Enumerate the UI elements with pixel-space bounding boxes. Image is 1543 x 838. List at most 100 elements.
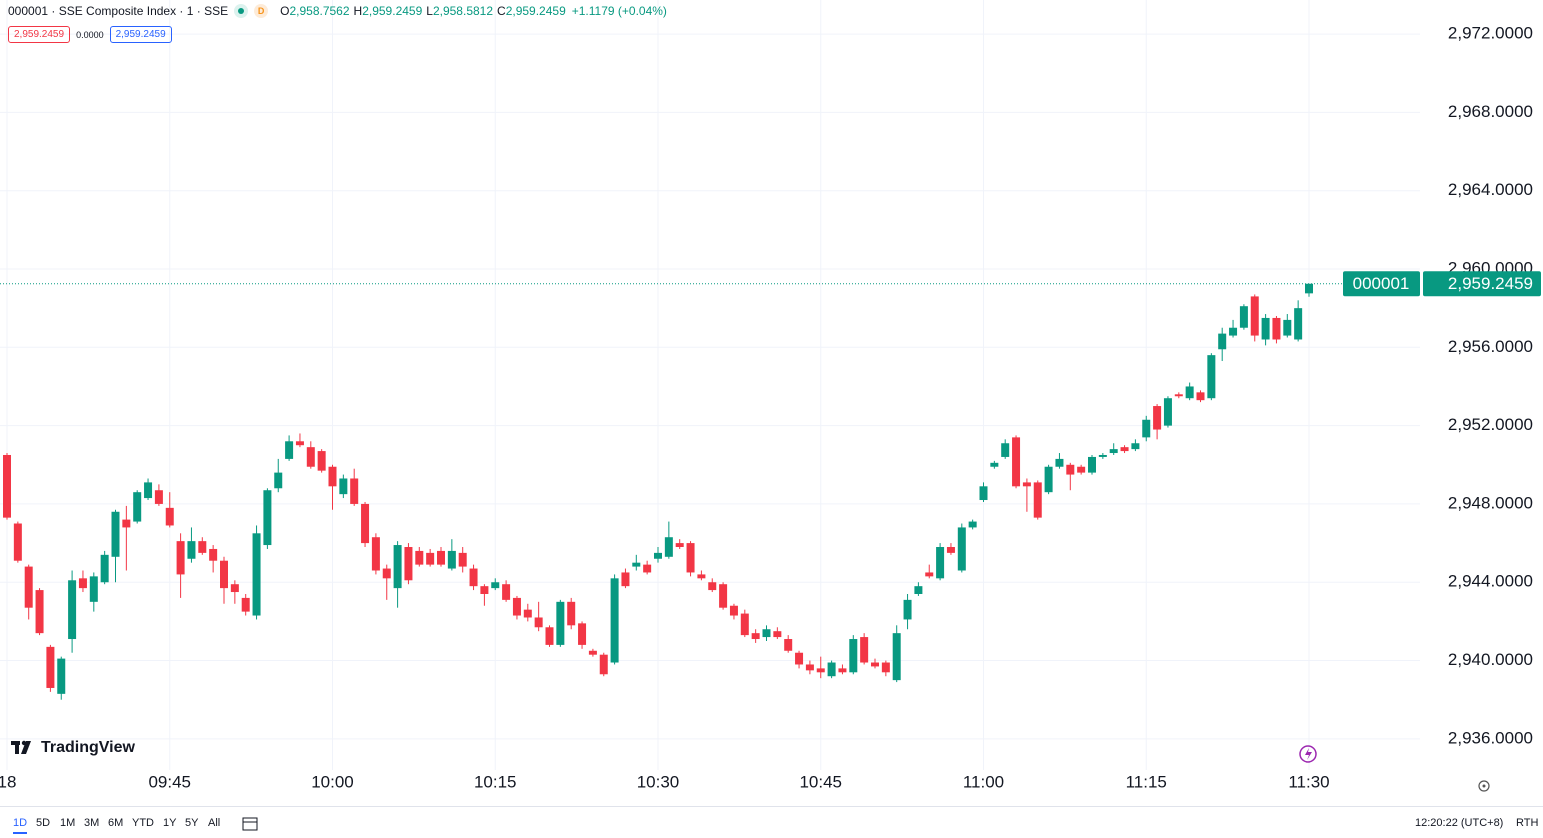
candle-body	[849, 639, 858, 673]
candle-body	[230, 584, 239, 593]
candle-body	[437, 550, 445, 565]
candle-body	[751, 633, 760, 640]
candle-body	[1305, 283, 1313, 294]
candle-body	[610, 578, 619, 663]
candle-body	[1120, 447, 1129, 452]
candle-body	[1207, 355, 1216, 399]
range-button[interactable]: 5D	[36, 817, 51, 829]
candle-body	[469, 568, 478, 587]
ohlc-item: O2,958.7562	[280, 4, 349, 18]
x-tick-label: 09:45	[148, 772, 191, 791]
candle-body	[1022, 482, 1031, 487]
candle-body	[1196, 392, 1205, 401]
candle-body	[795, 652, 804, 665]
candle-body	[1239, 306, 1248, 328]
range-button[interactable]: 1Y	[163, 817, 177, 829]
y-tick-label: 2,964.0000	[1448, 180, 1533, 199]
y-tick-label: 2,940.0000	[1448, 650, 1533, 669]
candle-body	[1185, 386, 1194, 399]
ohlc-label: H	[353, 4, 363, 18]
candle-body	[263, 490, 272, 546]
logo: TradingView	[11, 739, 136, 756]
y-tick-label: 2,972.0000	[1448, 24, 1533, 43]
settings-icon[interactable]	[1478, 780, 1490, 792]
range-button[interactable]: YTD	[132, 817, 154, 829]
candle-body	[1044, 466, 1053, 493]
symbol-tag	[1343, 271, 1420, 297]
candle-body	[914, 586, 923, 594]
candle-body	[740, 613, 749, 636]
candle-body	[523, 609, 532, 618]
ohlc-value: 2,958.5812	[432, 4, 494, 18]
candle-body	[89, 576, 98, 602]
candle-body	[545, 627, 554, 645]
candle-body	[816, 668, 825, 673]
candle-body	[3, 454, 11, 518]
candle-body	[220, 560, 228, 589]
x-tick-label: 10:30	[637, 772, 680, 791]
candle-body	[957, 527, 966, 571]
candle-body	[1163, 398, 1172, 426]
ohlc-label: C	[497, 4, 506, 18]
range-button[interactable]: 1M	[60, 817, 76, 829]
ohlc-item: C2,959.2459	[497, 4, 566, 18]
candle-body	[805, 664, 814, 671]
ohlc-value: 2,958.7562	[289, 4, 350, 18]
flash-icon	[1299, 745, 1317, 763]
candle-body	[447, 550, 456, 569]
candle-body	[46, 646, 55, 688]
candle-body	[990, 462, 999, 467]
candle-body	[599, 654, 608, 675]
range-button[interactable]: 3M	[84, 817, 100, 829]
candle-body	[784, 639, 793, 651]
candle-body	[382, 568, 391, 579]
candle-body	[979, 486, 988, 501]
x-tick-label: 10:45	[799, 772, 842, 791]
symbol-tag-label: 000001	[1353, 274, 1410, 293]
indicator-value: 2,959.2459	[8, 26, 71, 43]
range-button[interactable]: All	[208, 817, 221, 829]
candle-body	[729, 605, 738, 616]
candle-body	[1088, 456, 1096, 473]
range-button[interactable]: 5Y	[185, 817, 199, 829]
candle-body	[860, 637, 869, 663]
candle-body	[1174, 394, 1183, 397]
range-button[interactable]: 1D	[13, 817, 28, 834]
candle-body	[719, 584, 728, 608]
candle-body	[632, 562, 641, 567]
ohlc: O2,958.7562 H2,959.2459 L2,958.5812 C2,959.…	[280, 4, 566, 18]
brand: TradingView	[41, 739, 136, 756]
candle-body	[1033, 482, 1042, 518]
candle-body	[241, 597, 250, 612]
candle-body	[350, 478, 359, 504]
candle-body	[871, 662, 879, 667]
y-tick-label: 2,952.0000	[1448, 415, 1533, 434]
candle-body	[675, 543, 684, 548]
status-dot	[234, 4, 249, 18]
candle-body	[686, 543, 695, 573]
date-range-icon[interactable]	[242, 815, 260, 831]
candle-body	[1001, 443, 1010, 457]
candle-body	[1294, 308, 1303, 340]
plot: 2,936.0000 2,940.0000 2,944.0000 2,948.0000…	[0, 0, 1541, 791]
range-button[interactable]: 6M	[108, 817, 124, 829]
candle-body	[252, 533, 261, 616]
candle-body	[415, 550, 424, 565]
candle-body	[1066, 464, 1075, 475]
y-tick-label: 2,948.0000	[1448, 493, 1533, 512]
candle-body	[903, 599, 912, 620]
candle-body	[458, 552, 467, 567]
candle-body	[306, 447, 315, 467]
candle-body	[1055, 458, 1064, 467]
ohlc-value: 2,959.2459	[362, 4, 423, 18]
candle-body	[1012, 437, 1021, 487]
candle-body	[339, 478, 348, 495]
session[interactable]: RTH	[1516, 817, 1539, 829]
ohlc-item: L2,958.5812	[426, 4, 493, 18]
indicator-value: 0.0000	[76, 29, 104, 40]
y-tick-label: 2,944.0000	[1448, 572, 1533, 591]
candle-body	[122, 519, 131, 528]
candle-body	[588, 650, 597, 655]
x-tick-label: 11:00	[963, 772, 1004, 791]
candle-body	[968, 521, 977, 528]
